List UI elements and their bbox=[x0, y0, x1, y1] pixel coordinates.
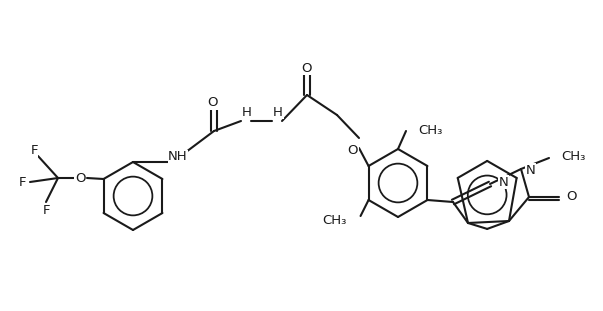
Text: O: O bbox=[566, 191, 576, 203]
Text: O: O bbox=[348, 145, 358, 157]
Text: O: O bbox=[302, 62, 312, 75]
Text: O: O bbox=[208, 96, 218, 109]
Text: F: F bbox=[30, 145, 38, 157]
Text: H: H bbox=[242, 105, 252, 118]
Text: CH₃: CH₃ bbox=[418, 123, 443, 137]
Text: NH: NH bbox=[168, 151, 188, 164]
Text: N: N bbox=[499, 175, 509, 188]
Text: CH₃: CH₃ bbox=[561, 150, 586, 163]
Text: N: N bbox=[526, 164, 535, 177]
Text: H: H bbox=[273, 105, 283, 118]
Text: CH₃: CH₃ bbox=[322, 213, 347, 226]
Text: F: F bbox=[43, 203, 51, 216]
Text: F: F bbox=[18, 177, 26, 189]
Text: O: O bbox=[75, 171, 85, 184]
